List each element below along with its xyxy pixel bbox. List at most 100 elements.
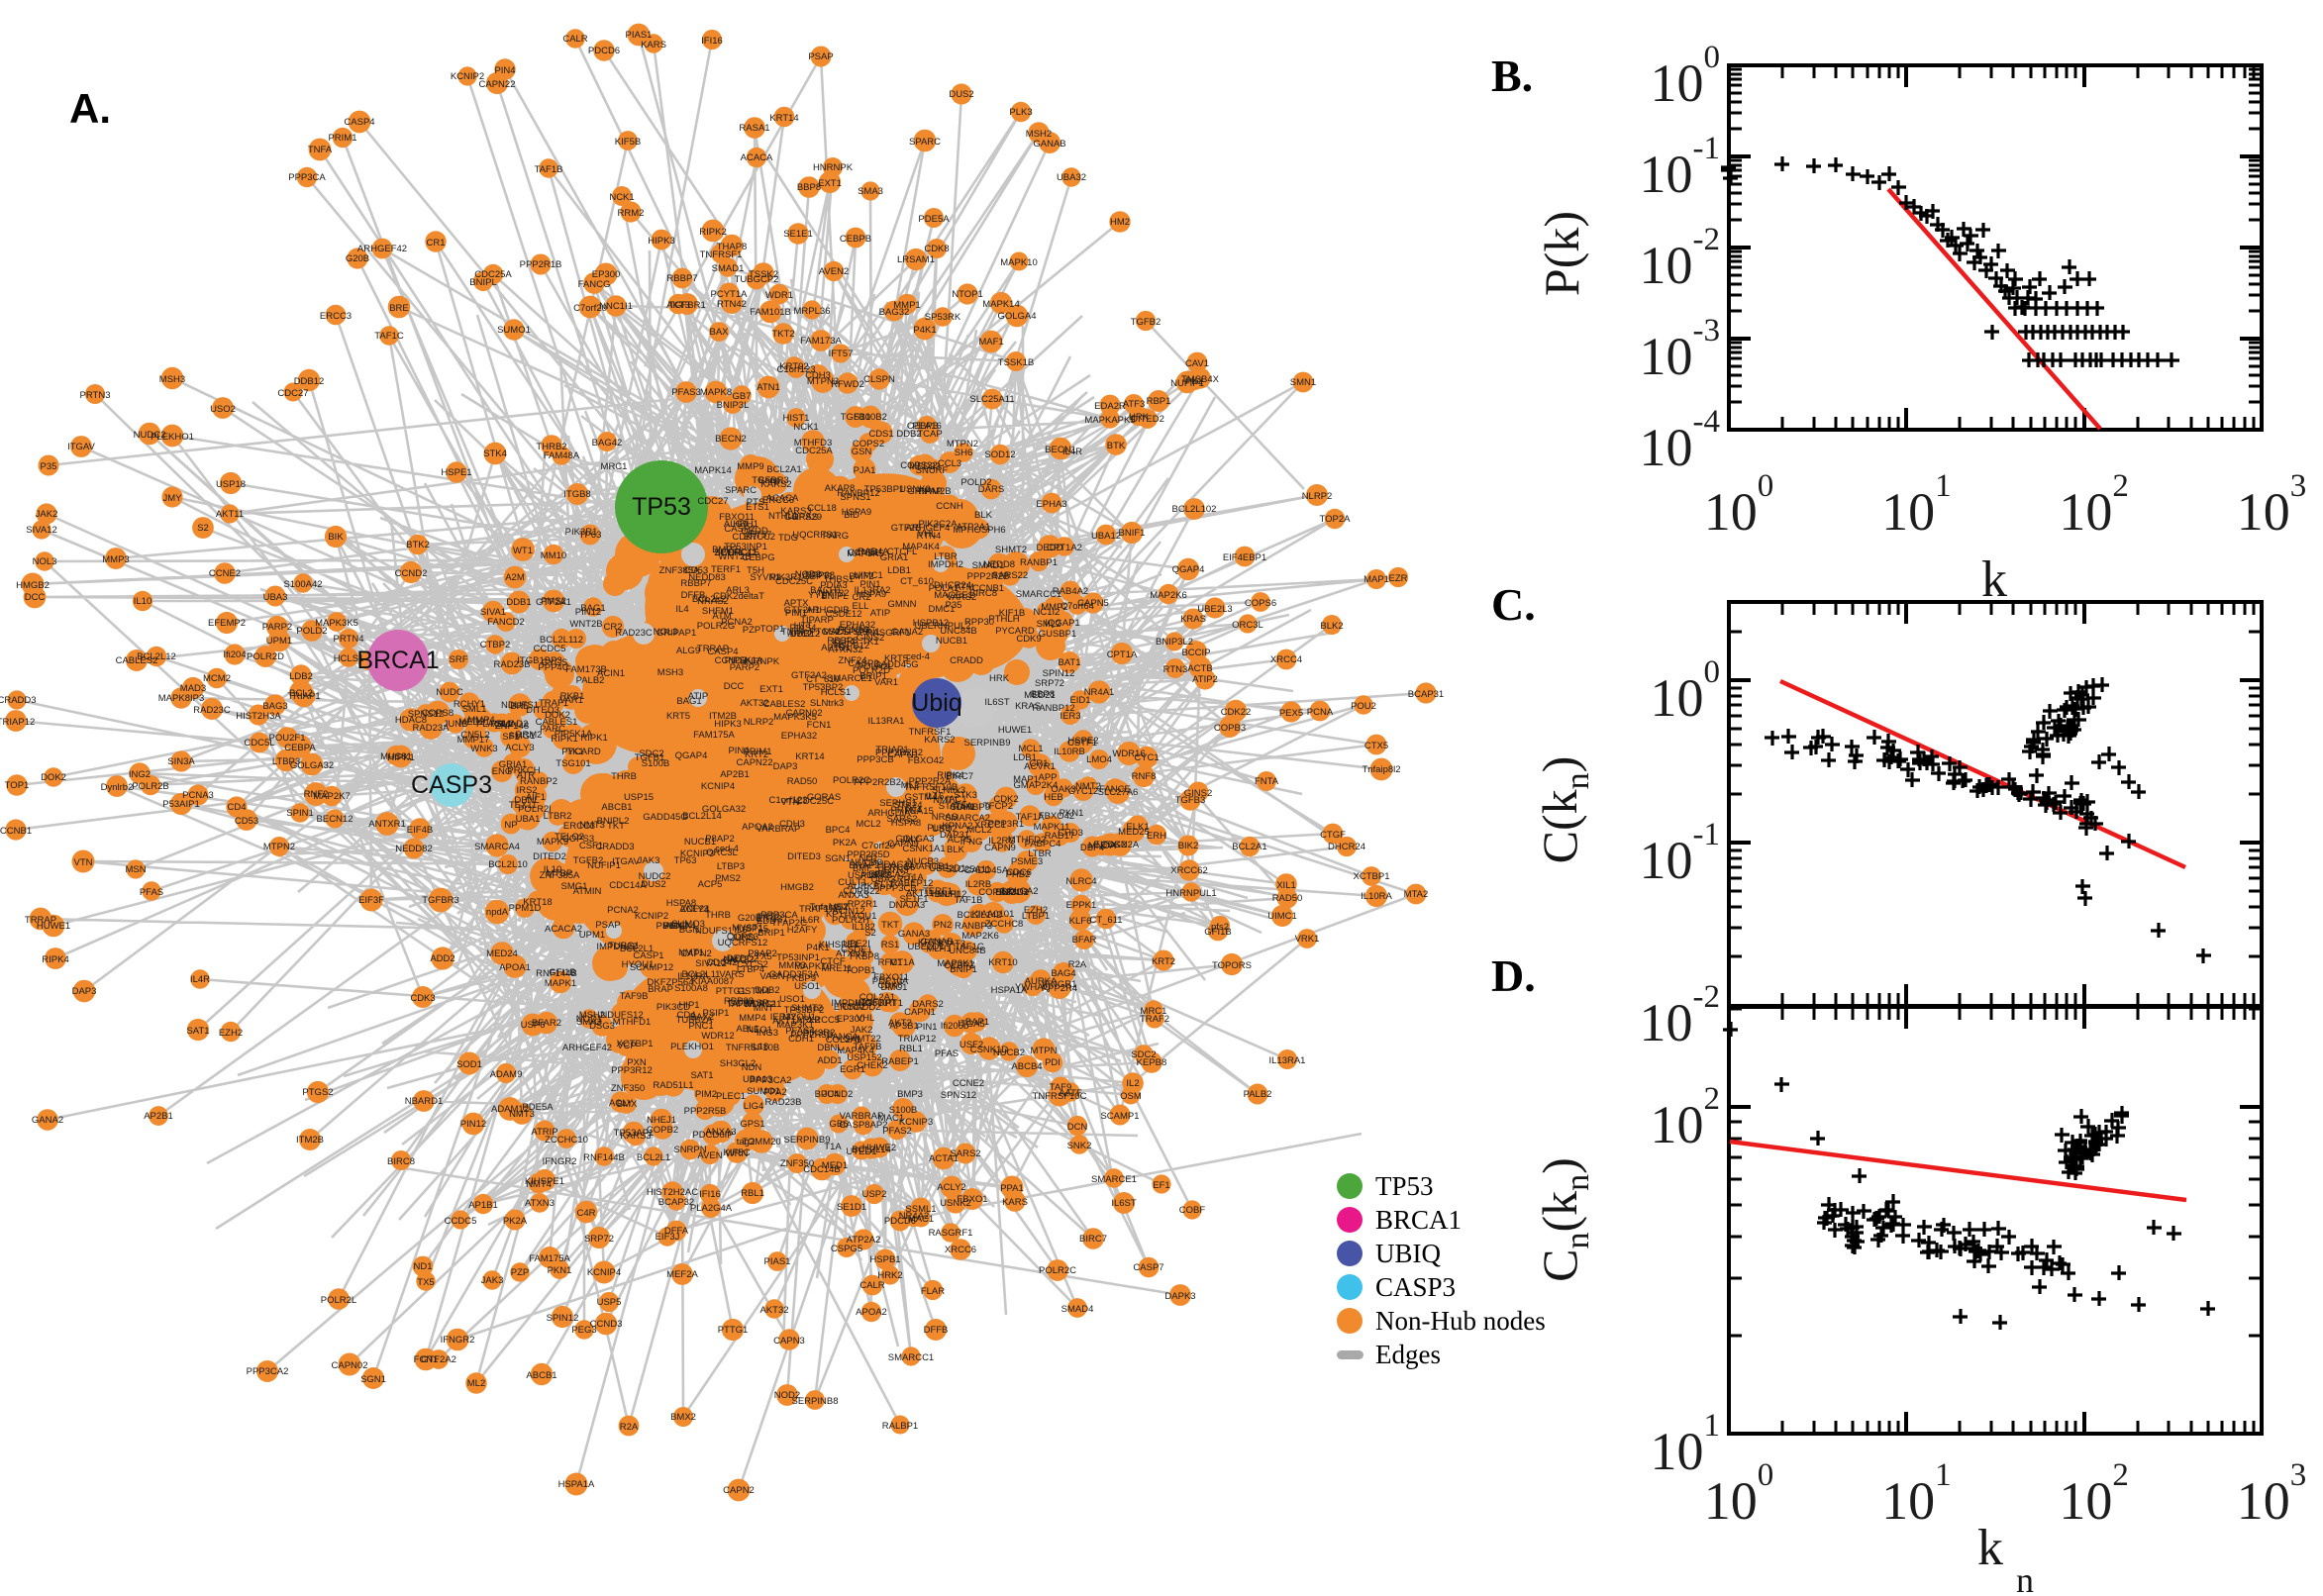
svg-text:BCL2: BCL2 — [289, 688, 313, 699]
svg-text:RBP1: RBP1 — [1147, 396, 1171, 407]
svg-text:PPP3CA: PPP3CA — [760, 910, 798, 921]
svg-text:AVEN2: AVEN2 — [819, 266, 849, 277]
svg-text:ML2: ML2 — [467, 1378, 485, 1389]
svg-text:TX5: TX5 — [755, 951, 771, 962]
svg-text:CCNH: CCNH — [936, 501, 963, 512]
svg-text:ARHGEF42: ARHGEF42 — [562, 1043, 612, 1053]
svg-text:CRADD3: CRADD3 — [0, 695, 37, 706]
svg-text:HRK: HRK — [989, 673, 1010, 684]
svg-text:SMAD1: SMAD1 — [972, 560, 1005, 571]
svg-text:COL2A1: COL2A1 — [859, 992, 895, 1003]
svg-text:PIN1: PIN1 — [916, 1022, 937, 1033]
svg-text:SMAD4: SMAD4 — [1061, 1304, 1094, 1315]
svg-text:CCL18: CCL18 — [807, 503, 837, 514]
svg-text:DFFB: DFFB — [681, 590, 706, 601]
svg-text:SPNS12: SPNS12 — [941, 1090, 976, 1101]
svg-text:MCM2: MCM2 — [203, 673, 231, 684]
svg-text:GMNN: GMNN — [887, 599, 916, 610]
svg-text:BAP1: BAP1 — [965, 1017, 989, 1028]
svg-text:THRB: THRB — [705, 910, 731, 921]
svg-text:ARHGDIB: ARHGDIB — [806, 605, 849, 616]
svg-text:TGFB3: TGFB3 — [1175, 795, 1206, 806]
svg-text:TEX11: TEX11 — [509, 800, 537, 811]
svg-text:CRADD3: CRADD3 — [595, 842, 634, 852]
svg-text:ITGAV: ITGAV — [67, 442, 95, 452]
svg-text:PTTG1: PTTG1 — [716, 986, 747, 997]
svg-text:KARS3: KARS3 — [780, 506, 811, 517]
svg-text:CDC25C: CDC25C — [796, 796, 834, 807]
svg-text:PFAS: PFAS — [935, 1048, 959, 1059]
svg-text:HSPA1A: HSPA1A — [558, 1479, 595, 1490]
svg-text:IL4R: IL4R — [1062, 447, 1082, 457]
svg-text:JAK2: JAK2 — [851, 1025, 873, 1036]
svg-text:PCNA: PCNA — [1307, 707, 1334, 718]
svg-text:MED21: MED21 — [1024, 690, 1056, 701]
svg-text:AP2B1: AP2B1 — [144, 1111, 173, 1122]
svg-text:SH3GL2: SH3GL2 — [720, 1058, 756, 1069]
svg-text:MMP17: MMP17 — [457, 735, 490, 746]
svg-text:MAPK14: MAPK14 — [982, 299, 1020, 310]
svg-text:TOP1: TOP1 — [5, 780, 30, 791]
svg-text:KRT14: KRT14 — [769, 113, 798, 124]
svg-text:JAK2: JAK2 — [36, 509, 58, 520]
svg-text:SLC25A11: SLC25A11 — [969, 394, 1014, 405]
svg-text:CASP4: CASP4 — [344, 117, 374, 128]
svg-text:IL4: IL4 — [675, 604, 688, 615]
svg-text:MAPK8: MAPK8 — [700, 387, 732, 398]
svg-text:VARBRAP: VARBRAP — [757, 824, 801, 835]
svg-text:BAX: BAX — [709, 327, 729, 338]
svg-text:AATF: AATF — [1059, 1088, 1082, 1099]
svg-text:USNK2: USNK2 — [899, 484, 931, 495]
svg-text:PPP2R4: PPP2R4 — [1042, 983, 1077, 994]
svg-text:TGFBR3: TGFBR3 — [752, 475, 788, 486]
svg-text:DDB12: DDB12 — [294, 376, 325, 387]
svg-text:MCL2: MCL2 — [856, 819, 880, 830]
svg-text:XIL1: XIL1 — [1276, 880, 1296, 891]
svg-text:BCL2L14: BCL2L14 — [682, 811, 722, 822]
svg-text:QGAP4: QGAP4 — [675, 750, 708, 761]
svg-text:SMN1: SMN1 — [1290, 377, 1316, 388]
svg-text:NUDC2: NUDC2 — [639, 871, 671, 882]
svg-text:ZNF350: ZNF350 — [611, 1083, 645, 1094]
svg-text:TSSK1B: TSSK1B — [998, 357, 1034, 368]
svg-text:ATN1: ATN1 — [757, 382, 780, 393]
svg-text:NDUFS1: NDUFS1 — [695, 926, 733, 937]
svg-text:MSH3: MSH3 — [657, 667, 683, 678]
svg-text:TAF1C: TAF1C — [955, 942, 984, 952]
svg-text:KRT5: KRT5 — [666, 711, 690, 722]
svg-text:RIPK2: RIPK2 — [699, 227, 726, 238]
svg-text:KARS2: KARS2 — [924, 735, 955, 746]
svg-text:RAD23C: RAD23C — [193, 705, 231, 716]
svg-text:THRB: THRB — [611, 771, 637, 782]
svg-text:SGN1: SGN1 — [360, 1374, 386, 1385]
svg-text:TP53AP1: TP53AP1 — [614, 1128, 655, 1139]
svg-text:TKT: TKT — [881, 920, 899, 931]
svg-text:RBL1: RBL1 — [899, 1044, 923, 1054]
svg-text:CAPN3: CAPN3 — [773, 1336, 805, 1347]
svg-text:SNK2: SNK2 — [1067, 1141, 1092, 1151]
svg-text:Ubiq: Ubiq — [911, 689, 961, 717]
svg-text:Dynlrb2: Dynlrb2 — [101, 782, 134, 793]
svg-text:MMP1: MMP1 — [893, 300, 920, 311]
svg-text:RAD50: RAD50 — [787, 776, 818, 787]
svg-text:UBE2D1: UBE2D1 — [908, 942, 945, 952]
svg-text:BTK: BTK — [1107, 441, 1126, 451]
svg-text:BAG42: BAG42 — [592, 438, 623, 449]
svg-text:GSN: GSN — [852, 447, 872, 457]
svg-text:PPA1: PPA1 — [1000, 1183, 1024, 1194]
svg-text:CDK22: CDK22 — [1221, 707, 1252, 718]
svg-text:NP: NP — [504, 820, 517, 831]
svg-text:WDR12: WDR12 — [701, 1031, 734, 1042]
svg-text:PDCD6IP: PDCD6IP — [692, 1130, 733, 1141]
svg-text:XCTBP1: XCTBP1 — [1354, 871, 1390, 882]
svg-text:COPB3: COPB3 — [1214, 723, 1246, 734]
svg-text:RBL1: RBL1 — [741, 1188, 764, 1199]
svg-text:CSTF1: CSTF1 — [1067, 738, 1097, 748]
svg-text:PPP3CB: PPP3CB — [857, 754, 894, 765]
svg-text:PLEKHO1: PLEKHO1 — [670, 1042, 714, 1052]
svg-text:MRPL36: MRPL36 — [794, 306, 831, 317]
svg-text:CEBPB: CEBPB — [840, 234, 871, 245]
svg-text:SPIN12: SPIN12 — [547, 1313, 579, 1324]
svg-text:ALG9: ALG9 — [676, 646, 700, 656]
svg-text:LTBP3: LTBP3 — [717, 861, 745, 872]
